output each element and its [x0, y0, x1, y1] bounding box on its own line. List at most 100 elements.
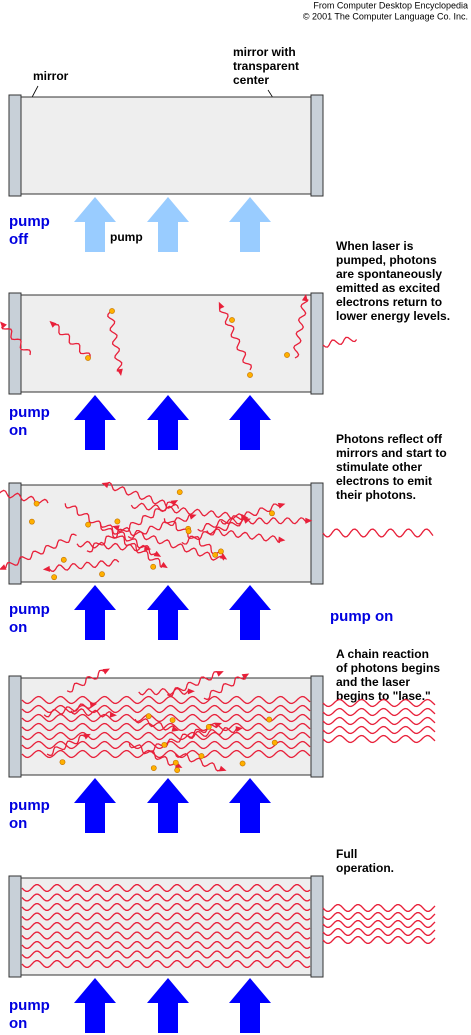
pump-label: pump — [9, 797, 50, 814]
photon — [48, 558, 120, 573]
photon — [322, 904, 436, 912]
photon — [21, 695, 311, 705]
photon — [21, 731, 311, 741]
photon-head — [218, 765, 227, 772]
photon — [107, 311, 123, 372]
photon — [322, 920, 436, 928]
photon — [138, 687, 190, 696]
photon — [322, 936, 436, 944]
photon — [127, 513, 191, 539]
electron — [205, 723, 212, 730]
electron — [59, 759, 66, 766]
photon — [322, 912, 436, 920]
photon-head — [153, 550, 162, 557]
photon-head — [101, 482, 110, 489]
mirror — [8, 875, 22, 978]
mirror — [310, 875, 324, 978]
caption: electrons return to — [336, 295, 442, 309]
pump-label: pump — [110, 230, 143, 244]
photon — [106, 481, 180, 509]
photon — [76, 540, 146, 552]
caption: A chain reaction — [336, 647, 429, 661]
mirror — [8, 94, 22, 197]
photon-head — [112, 525, 120, 532]
electron — [269, 510, 275, 517]
photon — [128, 743, 178, 767]
photon — [206, 528, 281, 544]
copyright: © 2001 The Computer Language Co. Inc. — [303, 11, 468, 21]
electron — [284, 352, 290, 358]
photon-head — [214, 722, 223, 729]
caption: stimulate other — [336, 460, 422, 474]
photon-head — [170, 499, 179, 506]
mirror — [310, 482, 324, 585]
pump-arrow — [229, 395, 271, 450]
photon — [1, 326, 32, 356]
pump-arrow — [147, 197, 189, 252]
electron — [247, 372, 253, 378]
pump-arrow — [74, 197, 116, 252]
electron — [109, 308, 115, 314]
pump-arrow — [229, 778, 271, 833]
photon — [322, 528, 434, 538]
pump-label: pump — [9, 404, 50, 421]
pump-arrow — [147, 778, 189, 833]
mirror — [8, 292, 22, 395]
caption: When laser is — [336, 239, 414, 253]
photon — [86, 501, 173, 553]
pump-arrow — [147, 395, 189, 450]
pump-label: off — [9, 231, 29, 248]
electron — [176, 489, 183, 496]
pump-arrow — [147, 585, 189, 640]
photon — [66, 669, 105, 693]
photon — [21, 922, 311, 930]
mirror-transparent-label: transparent — [233, 59, 299, 73]
photon-head — [218, 301, 225, 310]
caption: operation. — [336, 861, 394, 875]
electron — [229, 317, 235, 323]
photon-head — [102, 668, 110, 675]
photon — [197, 503, 282, 532]
photon — [322, 734, 436, 744]
photon-head — [116, 368, 123, 377]
photon-head — [243, 518, 251, 524]
photon-head — [42, 565, 51, 572]
photon — [21, 893, 311, 902]
photon-head — [216, 671, 224, 677]
photon-head — [219, 553, 228, 560]
photon — [21, 931, 311, 940]
electron — [114, 518, 121, 525]
pump-arrow — [74, 585, 116, 640]
caption: mirrors and start to — [336, 446, 447, 460]
electron — [150, 765, 157, 772]
photon — [218, 306, 252, 371]
mirror — [310, 94, 324, 197]
photon-head — [144, 545, 152, 552]
photon — [322, 698, 436, 708]
photon-head — [235, 726, 243, 733]
photon — [203, 676, 246, 701]
source: From Computer Desktop Encyclopedia — [313, 0, 468, 10]
pump-label: on — [9, 422, 27, 439]
laser-tube — [20, 96, 312, 195]
electron — [161, 741, 168, 748]
photon — [0, 489, 49, 505]
photon — [52, 323, 91, 359]
electron — [212, 551, 219, 558]
photon — [322, 707, 436, 717]
photon-head — [241, 673, 250, 680]
electron — [266, 716, 273, 723]
electron — [85, 355, 91, 361]
mirror — [8, 482, 22, 585]
photon — [187, 727, 238, 739]
pump-label: pump — [9, 213, 50, 230]
photon — [181, 517, 246, 545]
caption: of photons begins — [336, 661, 440, 675]
pump-arrow — [229, 585, 271, 640]
photon — [322, 928, 436, 936]
electron — [28, 518, 35, 525]
caption: pumped, photons — [336, 253, 437, 267]
photon — [46, 734, 86, 757]
photon — [21, 960, 311, 968]
